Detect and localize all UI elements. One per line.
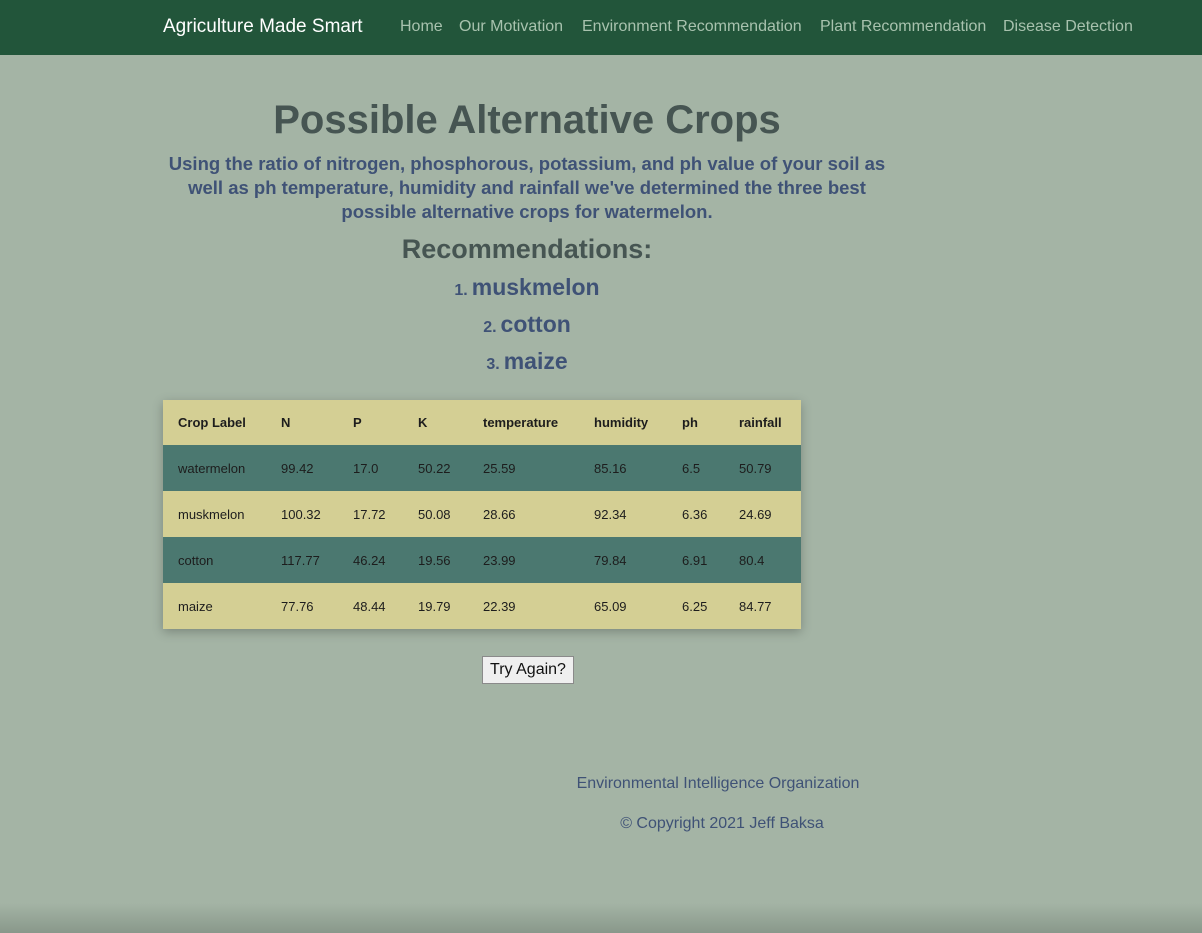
- table-header-cell: rainfall: [724, 400, 801, 445]
- table-header-cell: temperature: [468, 400, 579, 445]
- recommendations-heading: Recommendations:: [401, 234, 653, 264]
- table-row: muskmelon 100.32 17.72 50.08 28.66 92.34…: [163, 491, 801, 537]
- table-header-cell: P: [338, 400, 403, 445]
- recommendation-item: 2. cotton: [163, 309, 891, 346]
- table-cell: 23.99: [468, 537, 579, 583]
- table-row: watermelon 99.42 17.0 50.22 25.59 85.16 …: [163, 445, 801, 491]
- description: Using the ratio of nitrogen, phosphorous…: [163, 152, 891, 224]
- table-cell: 99.42: [266, 445, 338, 491]
- nav-link-plant-recommendation[interactable]: Plant Recommendation: [820, 18, 987, 35]
- table-header-cell: Crop Label: [163, 400, 266, 445]
- table-cell: 77.76: [266, 583, 338, 629]
- table-cell: 48.44: [338, 583, 403, 629]
- table-row: maize 77.76 48.44 19.79 22.39 65.09 6.25…: [163, 583, 801, 629]
- table-cell: 22.39: [468, 583, 579, 629]
- table-header-cell: ph: [667, 400, 724, 445]
- table-cell: 6.91: [667, 537, 724, 583]
- table-header-cell: N: [266, 400, 338, 445]
- recommendation-number: 1.: [454, 282, 468, 299]
- table-cell: 6.5: [667, 445, 724, 491]
- footer-org-link[interactable]: Environmental Intelligence Organization: [576, 775, 860, 792]
- table-cell: 25.59: [468, 445, 579, 491]
- table-cell: 50.08: [403, 491, 468, 537]
- recommendation-name: maize: [503, 348, 568, 374]
- bottom-shade: [0, 903, 1202, 933]
- table-cell: 65.09: [579, 583, 667, 629]
- target-crop: watermelon: [604, 201, 708, 222]
- table-cell: 117.77: [266, 537, 338, 583]
- table-row: cotton 117.77 46.24 19.56 23.99 79.84 6.…: [163, 537, 801, 583]
- table-cell: 100.32: [266, 491, 338, 537]
- table-cell: 50.79: [724, 445, 801, 491]
- try-again-button[interactable]: Try Again?: [482, 656, 574, 684]
- table-cell: 24.69: [724, 491, 801, 537]
- recommendation-item: 1. muskmelon: [163, 272, 891, 309]
- nav-link-our-motivation[interactable]: Our Motivation: [459, 18, 564, 35]
- footer-copyright: © Copyright 2021 Jeff Baksa: [620, 815, 824, 832]
- table-cell: 46.24: [338, 537, 403, 583]
- recommendation-name: muskmelon: [471, 274, 600, 300]
- table-cell: 85.16: [579, 445, 667, 491]
- table-cell: 28.66: [468, 491, 579, 537]
- recommendation-number: 2.: [483, 319, 497, 336]
- recommendation-name: cotton: [500, 311, 571, 337]
- table-cell: 79.84: [579, 537, 667, 583]
- table-header-cell: K: [403, 400, 468, 445]
- crop-table: Crop Label N P K temperature humidity ph…: [163, 400, 801, 629]
- table-cell: cotton: [163, 537, 266, 583]
- table-header-row: Crop Label N P K temperature humidity ph…: [163, 400, 801, 445]
- table-cell: maize: [163, 583, 266, 629]
- table-cell: 84.77: [724, 583, 801, 629]
- table-cell: 50.22: [403, 445, 468, 491]
- page-title: Possible Alternative Crops: [273, 98, 781, 142]
- description-text: Using the ratio of nitrogen, phosphorous…: [168, 153, 886, 222]
- nav-link-disease-detection[interactable]: Disease Detection: [1003, 18, 1133, 35]
- recommendation-number: 3.: [486, 356, 500, 373]
- table-cell: 92.34: [579, 491, 667, 537]
- table-header-cell: humidity: [579, 400, 667, 445]
- brand-link[interactable]: Agriculture Made Smart: [163, 16, 363, 37]
- table-cell: 19.56: [403, 537, 468, 583]
- table-cell: 19.79: [403, 583, 468, 629]
- description-end: .: [707, 201, 713, 222]
- table-cell: 17.72: [338, 491, 403, 537]
- table-cell: watermelon: [163, 445, 266, 491]
- nav-link-home[interactable]: Home: [400, 18, 443, 35]
- nav-link-environment-recommendation[interactable]: Environment Recommendation: [582, 18, 802, 35]
- table-cell: 6.25: [667, 583, 724, 629]
- table-cell: muskmelon: [163, 491, 266, 537]
- recommendation-item: 3. maize: [163, 346, 891, 383]
- recommendations-list: 1. muskmelon 2. cotton 3. maize: [163, 272, 891, 383]
- table-cell: 17.0: [338, 445, 403, 491]
- navbar: Agriculture Made Smart Home Our Motivati…: [0, 0, 1202, 55]
- table-cell: 6.36: [667, 491, 724, 537]
- table-cell: 80.4: [724, 537, 801, 583]
